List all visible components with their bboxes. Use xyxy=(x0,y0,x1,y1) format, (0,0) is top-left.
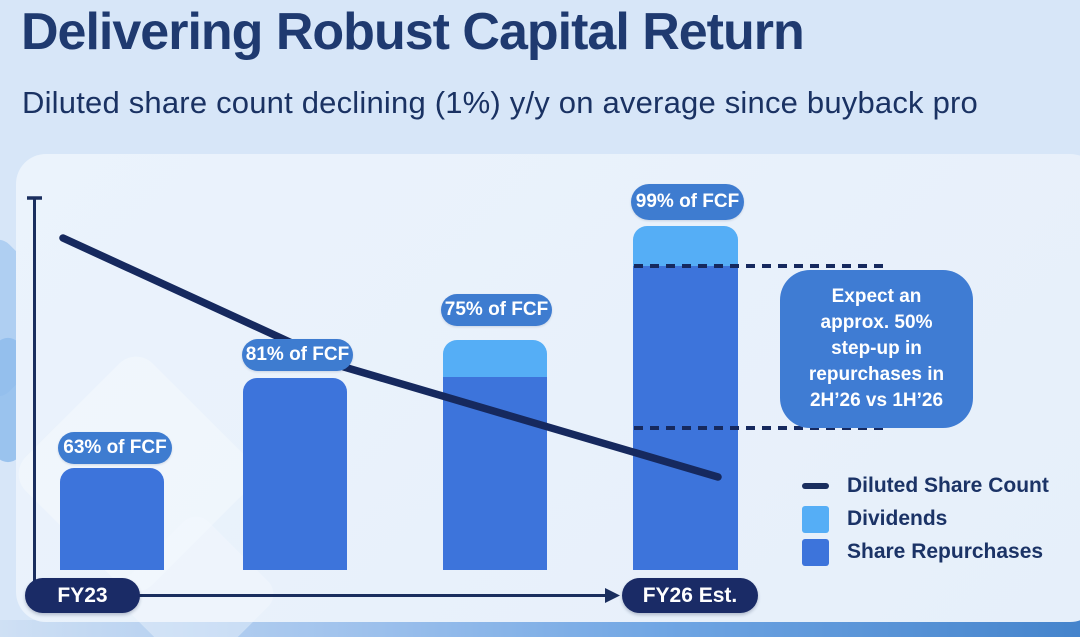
bar-fy26-dividends xyxy=(633,226,738,269)
legend-item-dividends: Dividends xyxy=(801,505,1049,533)
bar-fy24-share-repurchases xyxy=(243,378,347,570)
bottom-gradient-strip xyxy=(0,620,1080,637)
legend-label: Diluted Share Count xyxy=(847,474,1049,497)
bar-label-fy25: 75% of FCF xyxy=(441,294,552,326)
share-repurchases-swatch-icon xyxy=(802,538,829,566)
legend-item-diluted-share-count: Diluted Share Count xyxy=(801,472,1049,500)
bar-fy23-share-repurchases xyxy=(60,468,164,570)
chart-legend: Diluted Share Count Dividends Share Repu… xyxy=(801,472,1049,566)
bar-label-fy23: 63% of FCF xyxy=(58,432,172,464)
x-axis-label-fy26-est: FY26 Est. xyxy=(622,578,758,613)
dividends-swatch-icon xyxy=(802,505,829,533)
legend-label: Share Repurchases xyxy=(847,540,1044,563)
bar-fy25-share-repurchases xyxy=(443,377,547,570)
x-axis-label-fy23: FY23 xyxy=(25,578,140,613)
bar-label-fy26: 99% of FCF xyxy=(631,184,744,220)
bar-fy26-share-repurchases xyxy=(633,266,738,570)
legend-label: Dividends xyxy=(847,507,948,530)
page-title: Delivering Robust Capital Return xyxy=(21,3,805,61)
legend-item-share-repurchases: Share Repurchases xyxy=(801,538,1049,566)
page-subtitle: Diluted share count declining (1%) y/y o… xyxy=(22,85,978,120)
line-swatch-icon xyxy=(802,483,829,489)
bar-fy25-dividends xyxy=(443,340,547,380)
repurchase-stepup-callout: Expect an approx. 50% step-up in repurch… xyxy=(780,270,973,428)
bar-label-fy24: 81% of FCF xyxy=(242,339,353,371)
